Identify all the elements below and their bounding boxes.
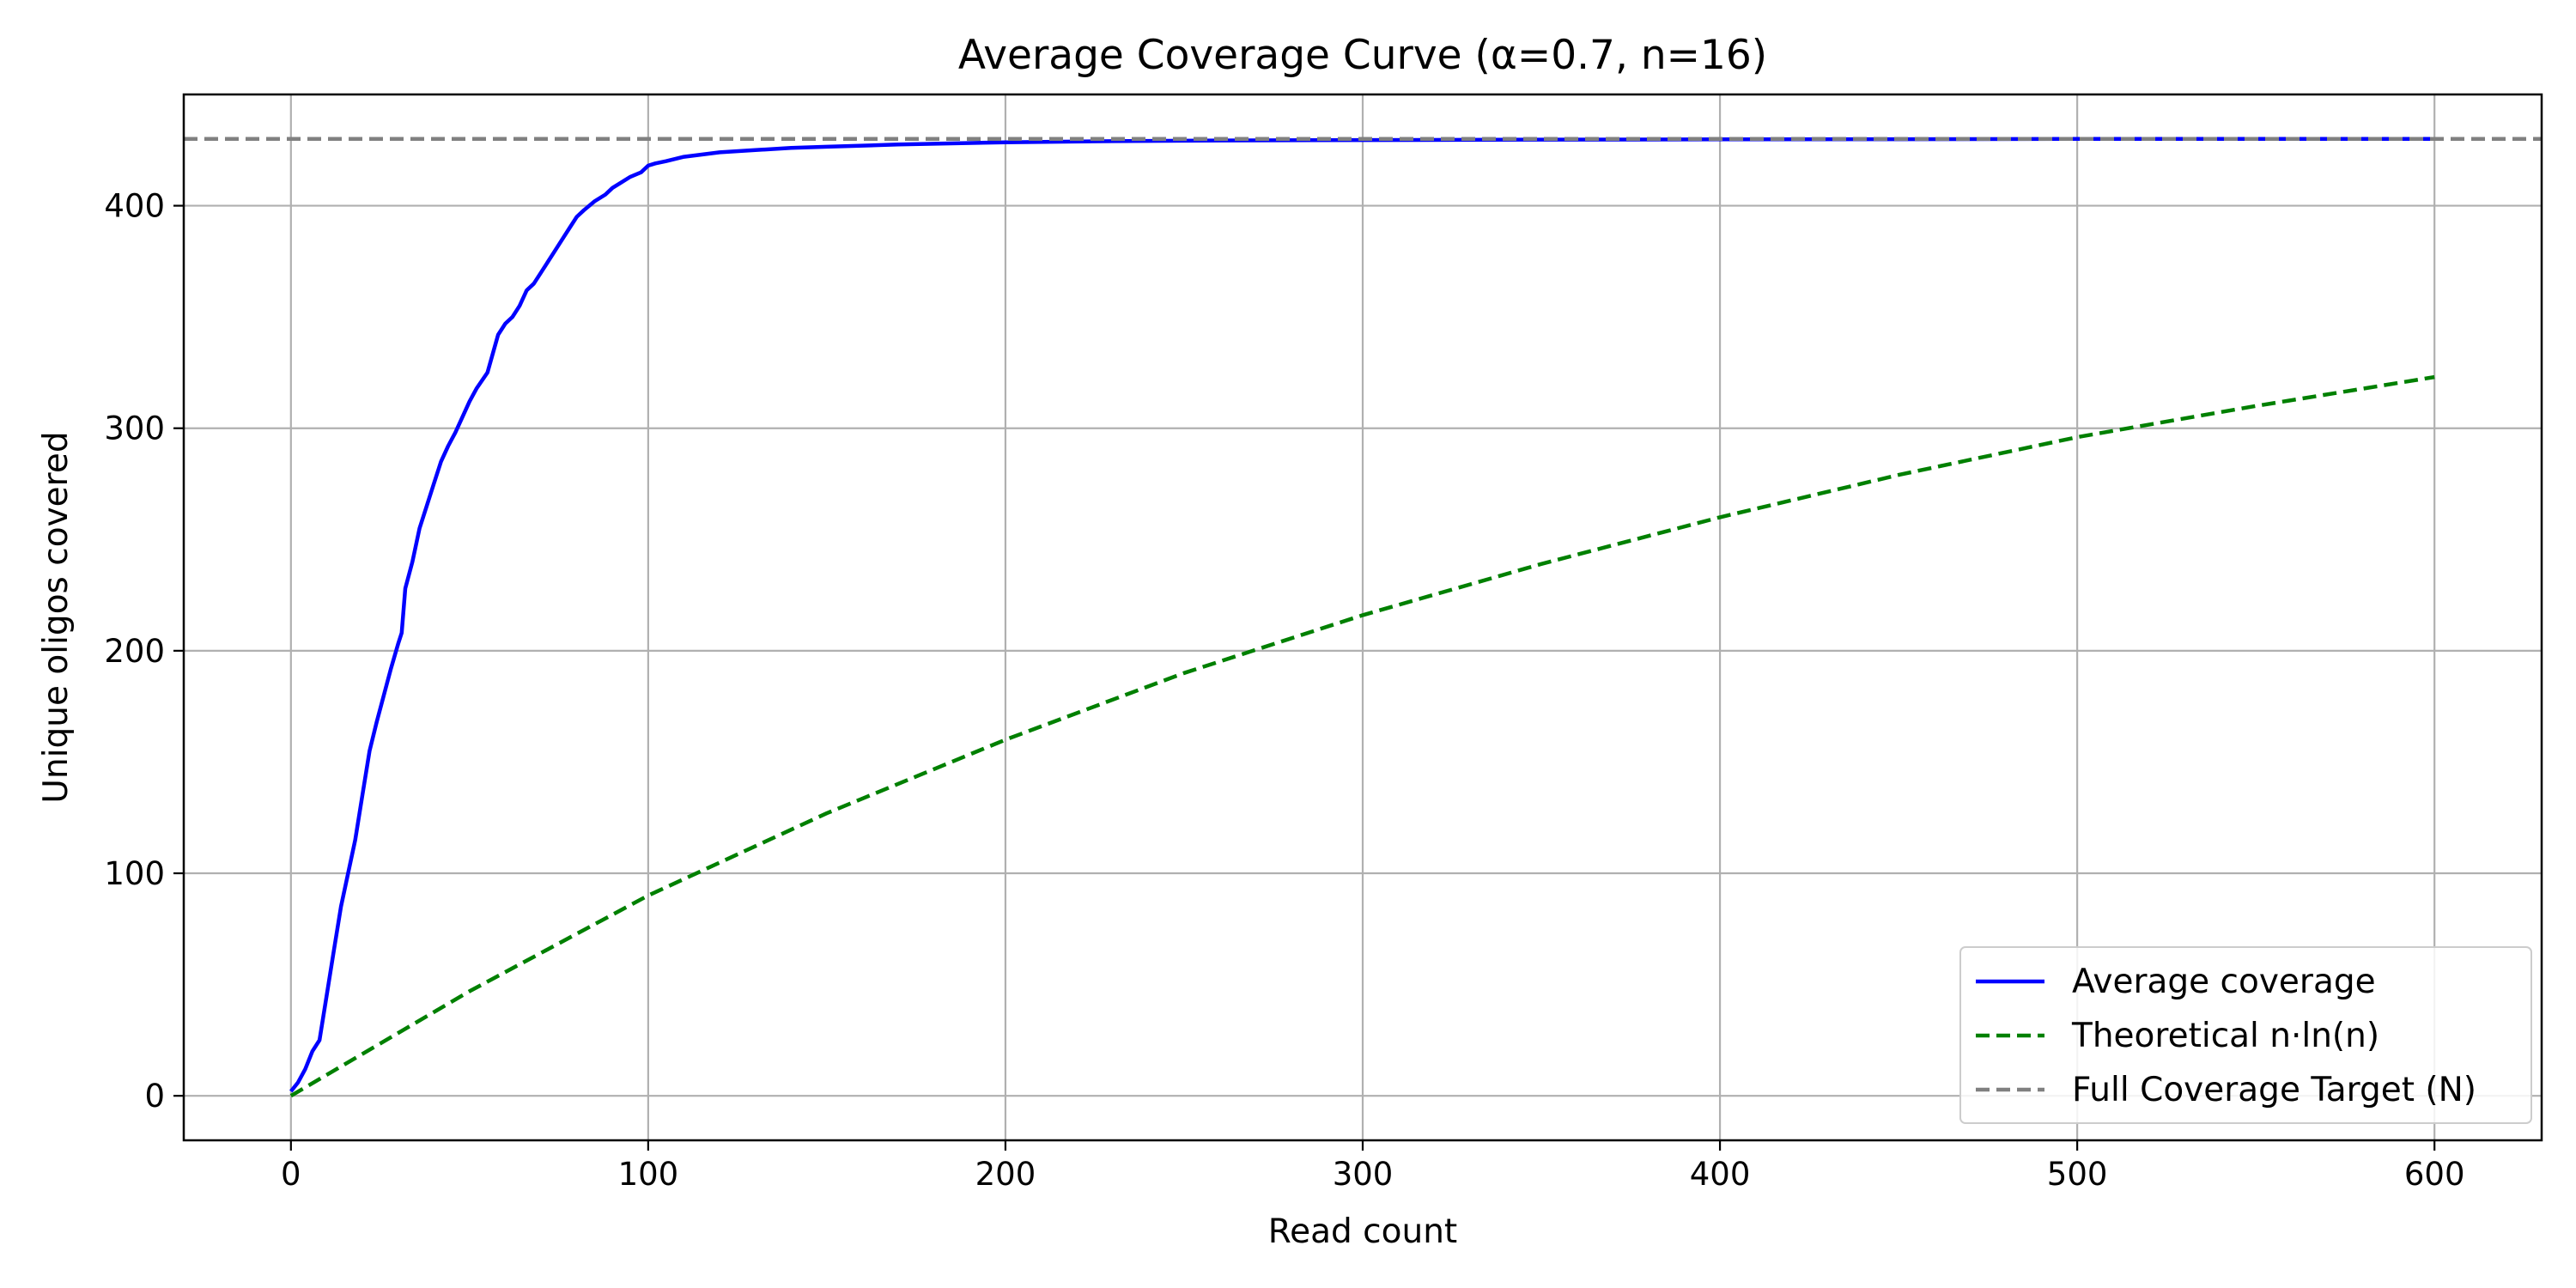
y-tick-label: 200 — [104, 633, 165, 670]
y-axis-ticks: 0 100 200 300 400 — [104, 188, 184, 1115]
series-line-1 — [289, 374, 2435, 1098]
x-axis-label: Read count — [1268, 1212, 1457, 1251]
legend-label: Full Coverage Target (N) — [2072, 1071, 2476, 1109]
y-tick-label: 0 — [144, 1078, 165, 1115]
y-axis-label: Unique oligos covered — [37, 431, 76, 803]
x-tick-label: 400 — [1690, 1156, 1751, 1193]
x-tick-label: 200 — [975, 1156, 1036, 1193]
x-tick-label: 500 — [2047, 1156, 2108, 1193]
plot-series — [184, 137, 2542, 1098]
x-tick-label: 0 — [281, 1156, 301, 1193]
x-axis-ticks: 0 100 200 300 400 500 600 — [281, 1140, 2464, 1193]
x-tick-label: 300 — [1333, 1156, 1394, 1193]
series-line-0 — [289, 137, 2435, 1093]
legend-box — [1959, 946, 2532, 1124]
x-tick-label: 600 — [2404, 1156, 2465, 1193]
legend-label: Average coverage — [2072, 963, 2376, 1001]
legend: Average coverage Theoretical n·ln(n) Full … — [1959, 946, 2532, 1124]
y-tick-label: 300 — [104, 410, 165, 447]
y-tick-label: 400 — [104, 188, 165, 225]
chart-title: Average Coverage Curve (α=0.7, n=16) — [958, 32, 1767, 79]
y-tick-label: 100 — [104, 855, 165, 892]
x-tick-label: 100 — [618, 1156, 679, 1193]
legend-label: Theoretical n·ln(n) — [2071, 1017, 2379, 1055]
grid — [184, 94, 2542, 1140]
